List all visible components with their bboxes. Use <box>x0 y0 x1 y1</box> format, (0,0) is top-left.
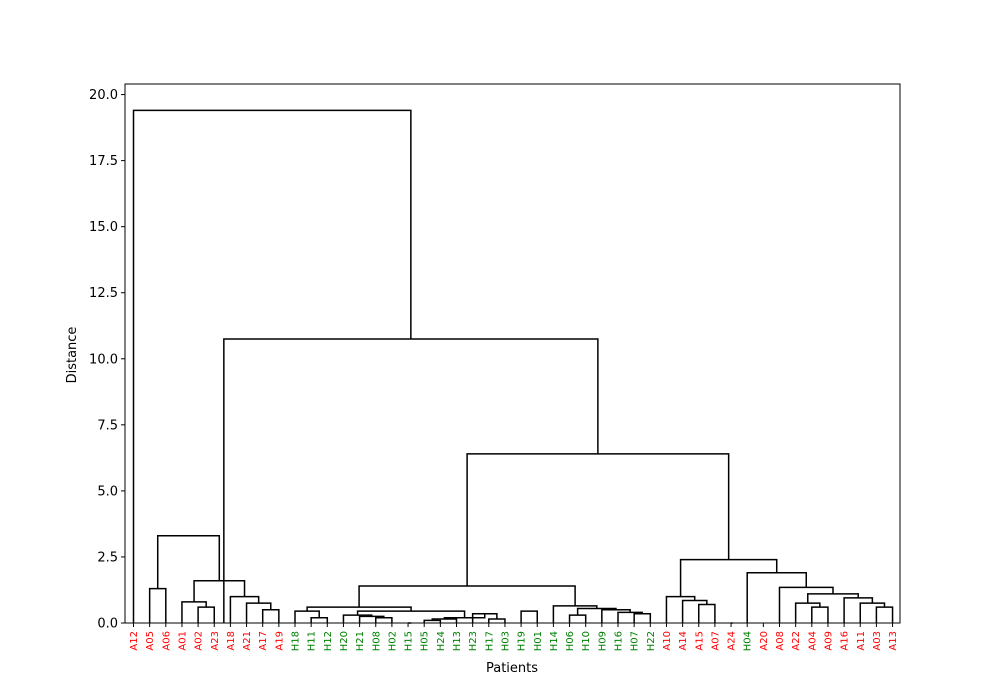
leaf-label: A08 <box>775 631 786 651</box>
dendrogram-links <box>132 109 894 624</box>
dendrogram-link <box>466 453 730 587</box>
leaf-label: A24 <box>727 631 738 651</box>
dendrogram-link <box>520 610 538 623</box>
dendrogram-link <box>843 597 874 623</box>
leaf-label: A11 <box>856 631 867 651</box>
leaf-label: A04 <box>807 631 818 651</box>
y-tick-label: 20.0 <box>89 88 118 103</box>
y-tick-label: 12.5 <box>89 286 118 301</box>
dendrogram-link <box>633 613 652 623</box>
leaf-label: H10 <box>581 631 592 651</box>
plot-frame <box>124 83 901 624</box>
dendrogram-link <box>148 587 167 623</box>
dendrogram-link <box>197 606 215 623</box>
leaf-label: A02 <box>194 631 205 651</box>
leaf-label: H17 <box>484 631 495 651</box>
dendrogram-link <box>794 602 821 623</box>
leaf-label: H04 <box>743 631 754 651</box>
leaf-label: H14 <box>549 631 560 651</box>
leaf-label: A09 <box>823 631 834 651</box>
dendrogram-link <box>261 609 280 623</box>
dendrogram-link <box>358 615 385 623</box>
leaf-label: A18 <box>226 631 237 651</box>
leaf-label: H24 <box>436 631 447 651</box>
leaf-label: A12 <box>129 631 140 651</box>
leaf-label: H19 <box>517 631 528 651</box>
leaf-label: A10 <box>662 631 673 651</box>
leaf-label: H01 <box>533 631 544 651</box>
leaf-label: A23 <box>210 631 221 651</box>
leaf-label: A21 <box>242 631 253 651</box>
dendrogram-link <box>811 606 829 623</box>
y-axis: 0.0 2.5 5.0 7.5 10.0 12.5 15.0 17.5 20.0 <box>89 88 125 632</box>
leaf-label: A20 <box>759 631 770 651</box>
leaf-label: H18 <box>291 631 302 651</box>
y-tick-label: 5.0 <box>97 484 118 499</box>
leaf-label: A06 <box>161 631 172 651</box>
dendrogram-link <box>443 613 486 620</box>
dendrogram-link <box>423 619 442 623</box>
leaf-label: A15 <box>694 631 705 651</box>
leaf-label: A17 <box>258 631 269 651</box>
dendrogram-link <box>156 535 221 589</box>
leaf-label: H23 <box>468 631 479 651</box>
leaf-label: A03 <box>872 631 883 651</box>
leaf-label: A07 <box>710 631 721 651</box>
dendrogram-link <box>431 618 458 623</box>
y-tick-label: 2.5 <box>97 550 118 565</box>
leaf-label: H16 <box>614 631 625 651</box>
x-axis-leaf-labels: A12 A05 A06 A01 A02 A23 A18 A21 A17 A19 H18 H11 H12 H… <box>129 623 899 651</box>
leaf-label: A19 <box>274 631 285 651</box>
leaf-label: A14 <box>678 631 689 651</box>
dendrogram-link <box>181 601 207 623</box>
leaf-label: H13 <box>452 631 463 651</box>
dendrogram-link <box>358 585 576 608</box>
dendrogram-link <box>132 109 412 623</box>
dendrogram-link <box>193 579 246 602</box>
y-tick-label: 15.0 <box>89 220 118 235</box>
dendrogram-link <box>568 614 587 623</box>
y-tick-label: 7.5 <box>97 418 118 433</box>
dendrogram-link <box>778 586 834 623</box>
y-axis-title: Distance <box>65 327 80 384</box>
leaf-label: H03 <box>500 631 511 651</box>
leaf-label: A16 <box>840 631 851 651</box>
leaf-label: H12 <box>323 631 334 651</box>
leaf-label: H08 <box>371 631 382 651</box>
leaf-label: A13 <box>888 631 899 651</box>
y-tick-label: 17.5 <box>89 154 118 169</box>
dendrogram-link <box>875 606 894 623</box>
leaf-label: H09 <box>597 631 608 651</box>
leaf-label: H21 <box>355 631 366 651</box>
leaf-label: H06 <box>565 631 576 651</box>
leaf-label: H20 <box>339 631 350 651</box>
leaf-label: H22 <box>646 631 657 651</box>
dendrogram-link <box>488 618 506 623</box>
dendrogram-link <box>342 614 373 623</box>
dendrogram-link <box>746 572 807 623</box>
y-tick-label: 0.0 <box>97 617 118 632</box>
dendrogram-link <box>859 602 886 623</box>
leaf-label: A22 <box>791 631 802 651</box>
dendrogram-link <box>679 558 778 597</box>
leaf-label: H15 <box>404 631 415 651</box>
dendrogram-link <box>698 603 716 623</box>
leaf-label: H11 <box>307 631 318 651</box>
dendrogram-link <box>310 616 329 623</box>
dendrogram-link <box>223 338 599 623</box>
dendrogram-link <box>375 616 393 623</box>
leaf-label: A05 <box>145 631 156 651</box>
leaf-label: H07 <box>630 631 641 651</box>
dendrogram-link <box>681 599 708 623</box>
leaf-label: A01 <box>177 631 188 651</box>
dendrogram-link <box>245 602 272 623</box>
leaf-label: H05 <box>420 631 431 651</box>
dendrogram-link <box>229 595 260 623</box>
leaf-label: H02 <box>387 631 398 651</box>
x-axis-title: Patients <box>486 661 538 676</box>
y-tick-label: 10.0 <box>89 352 118 367</box>
